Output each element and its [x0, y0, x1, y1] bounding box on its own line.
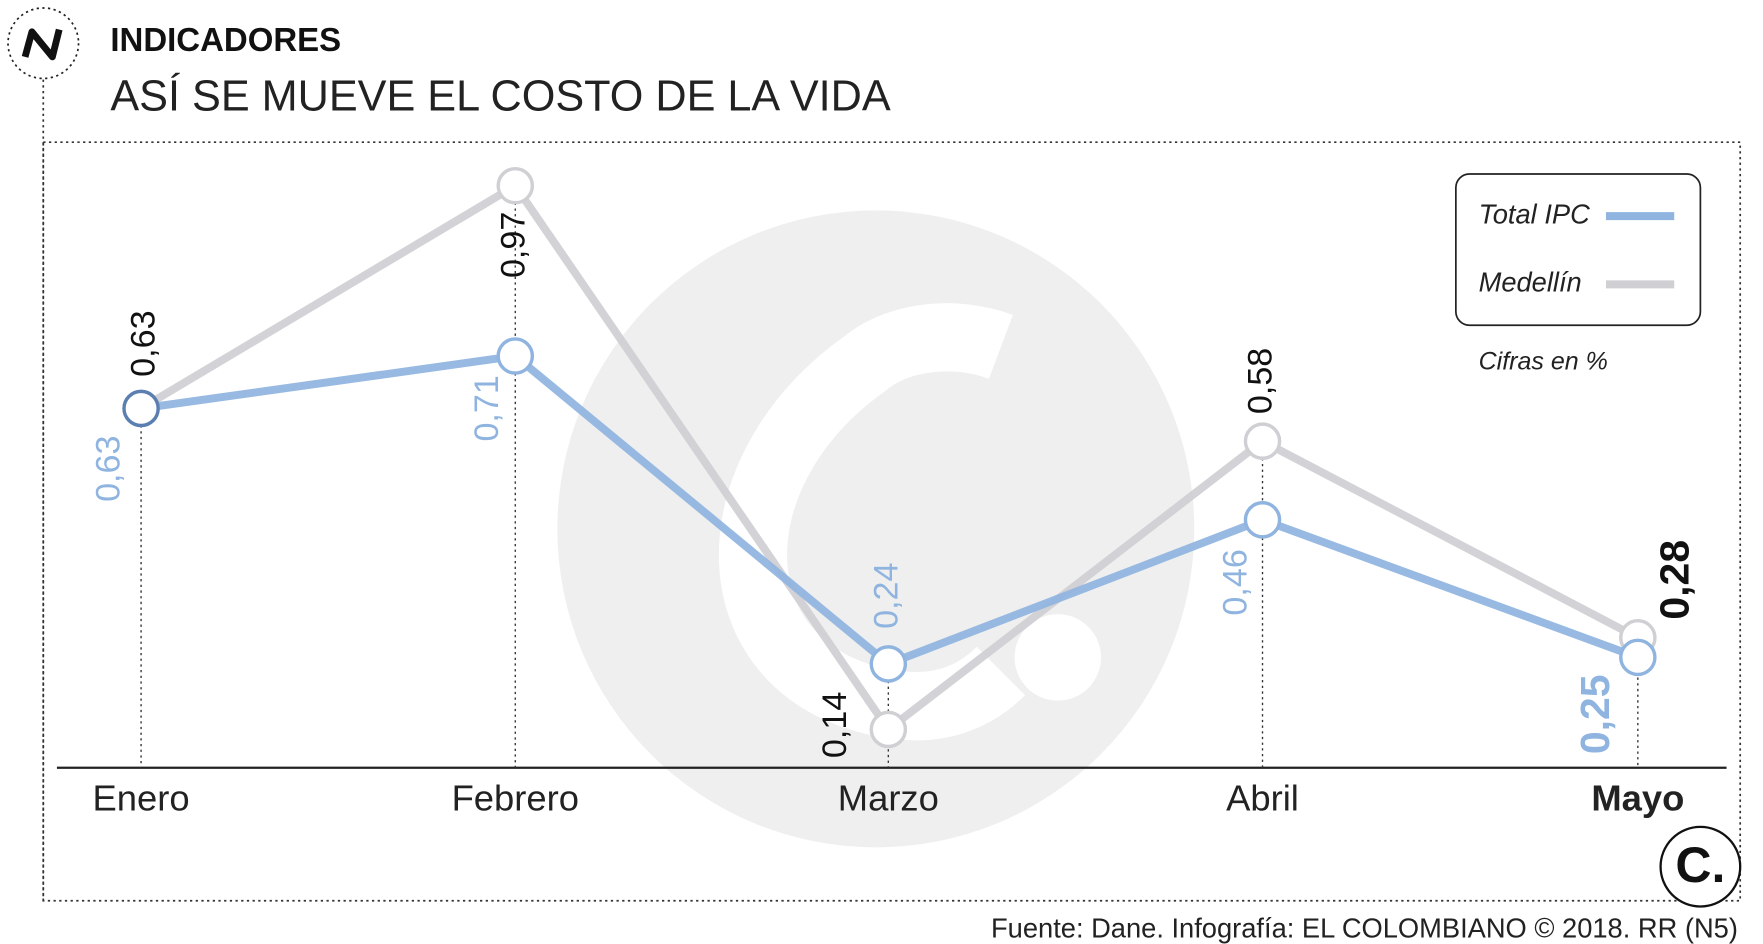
header-icon — [7, 7, 80, 80]
legend-box — [1455, 173, 1702, 327]
value-label: 0,25 — [1572, 674, 1618, 754]
point — [496, 337, 535, 375]
point — [869, 645, 908, 683]
header: INDICADORES — [110, 21, 341, 58]
point — [496, 166, 535, 205]
value-label: 0,28 — [1651, 540, 1697, 620]
point — [1243, 501, 1282, 539]
frame — [42, 141, 1742, 902]
value-label: 0,97 — [494, 212, 532, 278]
value-label: 0,46 — [1217, 549, 1255, 615]
x-tick-label: Febrero — [452, 777, 579, 818]
x-tick-label: Abril — [1226, 777, 1299, 818]
logo — [1659, 825, 1742, 908]
x-tick-label: Mayo — [1591, 777, 1684, 818]
point — [869, 710, 908, 749]
note: Cifras en % — [1479, 347, 1608, 375]
value-label: 0,24 — [867, 563, 905, 629]
x-tick-label: Enero — [93, 777, 190, 818]
point — [1619, 638, 1657, 677]
value-label: 0,71 — [468, 375, 506, 441]
watermark — [557, 210, 1195, 848]
value-label: 0,63 — [125, 310, 163, 376]
logo-text: C. — [1675, 837, 1725, 893]
watermark-dot — [1014, 614, 1102, 701]
value-label: 0,58 — [1242, 348, 1280, 414]
point — [1243, 422, 1282, 460]
header-icon-line — [21, 28, 63, 61]
point — [122, 389, 160, 428]
chart-title: ASÍ SE MUEVE EL COSTO DE LA VIDA — [110, 72, 890, 120]
x-tick-label: Marzo — [838, 777, 939, 818]
source: Fuente: Dane. Infografía: EL COLOMBIANO … — [991, 913, 1738, 944]
legend-label: Total IPC — [1479, 198, 1591, 229]
value-label: 0,14 — [816, 692, 854, 758]
value-label: 0,63 — [89, 436, 127, 502]
legend-label: Medellín — [1479, 267, 1582, 298]
